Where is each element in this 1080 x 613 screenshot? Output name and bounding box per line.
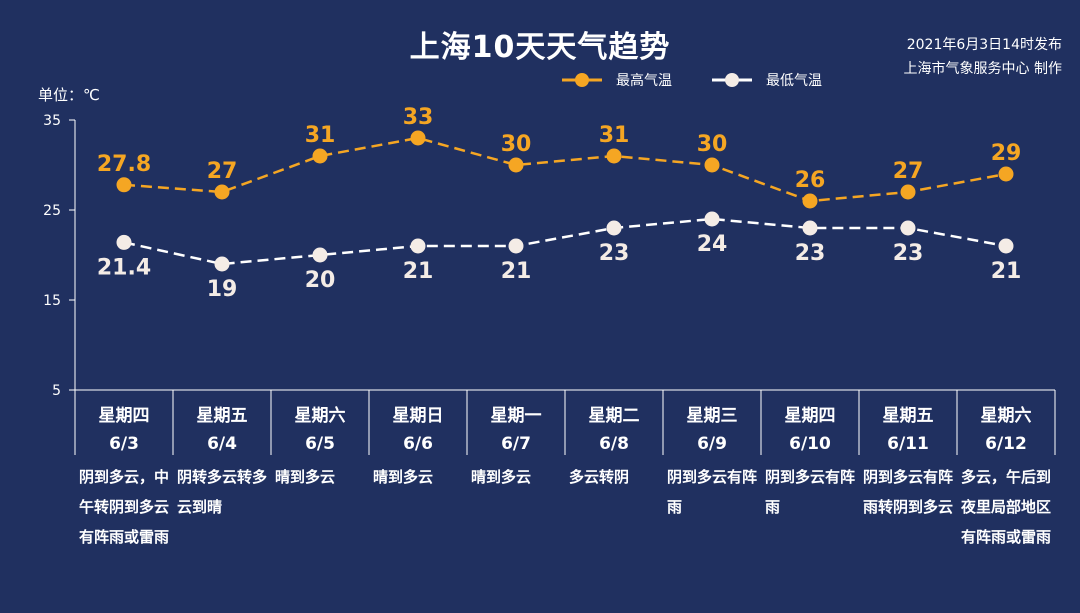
weather-description: 晴到多云: [275, 468, 336, 486]
publisher: 上海市气象服务中心 制作: [903, 61, 1062, 77]
x-date-label: 6/9: [697, 434, 727, 454]
chart-title: 上海10天天气趋势: [409, 30, 671, 65]
y-tick-label: 35: [43, 113, 61, 129]
x-weekday-label: 星期五: [197, 406, 248, 426]
low-temp-point: [508, 238, 524, 254]
y-tick-label: 15: [43, 293, 61, 309]
low-temp-label: 23: [795, 241, 826, 266]
x-date-label: 6/11: [887, 434, 929, 454]
low-temp-label: 23: [893, 241, 924, 266]
low-temp-label: 23: [599, 241, 630, 266]
low-temp-point: [116, 234, 132, 250]
high-temp-label: 26: [795, 168, 826, 193]
weather-description: 阴到多云有阵雨转阴到多云: [863, 468, 954, 516]
low-temp-line: [123, 217, 1007, 266]
high-temp-label: 31: [305, 123, 336, 148]
legend-low-label: 最低气温: [766, 73, 822, 89]
high-temp-label: 27: [893, 159, 924, 184]
x-date-label: 6/10: [789, 434, 831, 454]
legend-high: 最高气温: [560, 70, 672, 90]
x-date-label: 6/8: [599, 434, 629, 454]
x-date-label: 6/6: [403, 434, 433, 454]
low-temp-point: [802, 220, 818, 236]
high-temp-line: [123, 136, 1007, 203]
x-weekday-label: 星期一: [491, 406, 542, 426]
x-weekday-label: 星期五: [883, 406, 934, 426]
high-temp-point: [116, 177, 132, 193]
high-temp-point: [606, 148, 622, 164]
weather-description: 晴到多云: [471, 468, 532, 486]
legend-high-label: 最高气温: [616, 73, 672, 89]
x-date-label: 6/4: [207, 434, 237, 454]
high-temp-label: 33: [403, 105, 434, 130]
weather-description: 晴到多云: [373, 468, 434, 486]
x-date-label: 6/12: [985, 434, 1027, 454]
high-temp-point: [410, 130, 426, 146]
publish-info: 2021年6月3日14时发布 上海市气象服务中心 制作: [904, 33, 1062, 81]
x-date-label: 6/3: [109, 434, 139, 454]
high-temp-label: 29: [991, 141, 1022, 166]
low-temp-point: [410, 238, 426, 254]
weather-description: 阴到多云，中午转阴到多云有阵雨或雷雨: [79, 468, 170, 546]
low-temp-label: 21: [403, 259, 434, 284]
x-weekday-label: 星期二: [589, 406, 640, 426]
high-temp-point: [312, 148, 328, 164]
x-date-label: 6/7: [501, 434, 531, 454]
y-tick-label: 25: [43, 203, 61, 219]
low-temp-label: 21: [991, 259, 1022, 284]
x-weekday-label: 星期六: [295, 405, 346, 426]
low-temp-point: [900, 220, 916, 236]
high-temp-point: [900, 184, 916, 200]
high-temp-label: 30: [697, 132, 728, 157]
weather-description: 阴到多云有阵雨: [667, 468, 758, 516]
unit-label: 单位：℃: [38, 86, 100, 104]
low-temp-label: 21.4: [97, 255, 151, 280]
low-temp-point: [214, 256, 230, 272]
high-temp-label: 27.8: [97, 152, 151, 177]
high-temp-point: [998, 166, 1014, 182]
low-temp-label: 20: [305, 268, 336, 293]
y-tick-label: 5: [52, 383, 61, 399]
high-temp-point: [802, 193, 818, 209]
high-temp-label: 27: [207, 159, 238, 184]
weather-description: 多云，午后到夜里局部地区有阵雨或雷雨: [961, 468, 1052, 546]
publish-time: 2021年6月3日14时发布: [906, 37, 1062, 53]
high-temp-label: 31: [599, 123, 630, 148]
weather-description: 阴到多云有阵雨: [765, 468, 856, 516]
low-temp-label: 19: [207, 277, 238, 302]
low-temp-point: [312, 247, 328, 263]
weather-description: 阴转多云转多云到晴: [177, 468, 268, 516]
legend-low: 最低气温: [710, 70, 822, 90]
legend-high-marker: [562, 73, 602, 87]
high-temp-point: [508, 157, 524, 173]
high-temp-point: [704, 157, 720, 173]
x-weekday-label: 星期日: [393, 406, 444, 426]
high-temp-label: 30: [501, 132, 532, 157]
low-temp-point: [998, 238, 1014, 254]
low-temp-point: [606, 220, 622, 236]
x-weekday-label: 星期六: [981, 405, 1032, 426]
high-temp-point: [214, 184, 230, 200]
x-weekday-label: 星期四: [99, 406, 150, 426]
x-date-label: 6/5: [305, 434, 335, 454]
low-temp-label: 21: [501, 259, 532, 284]
low-temp-point: [704, 211, 720, 227]
low-temp-label: 24: [697, 232, 728, 257]
x-weekday-label: 星期四: [785, 406, 836, 426]
x-weekday-label: 星期三: [687, 406, 738, 426]
legend-low-marker: [712, 73, 752, 87]
weather-description: 多云转阴: [569, 468, 630, 486]
